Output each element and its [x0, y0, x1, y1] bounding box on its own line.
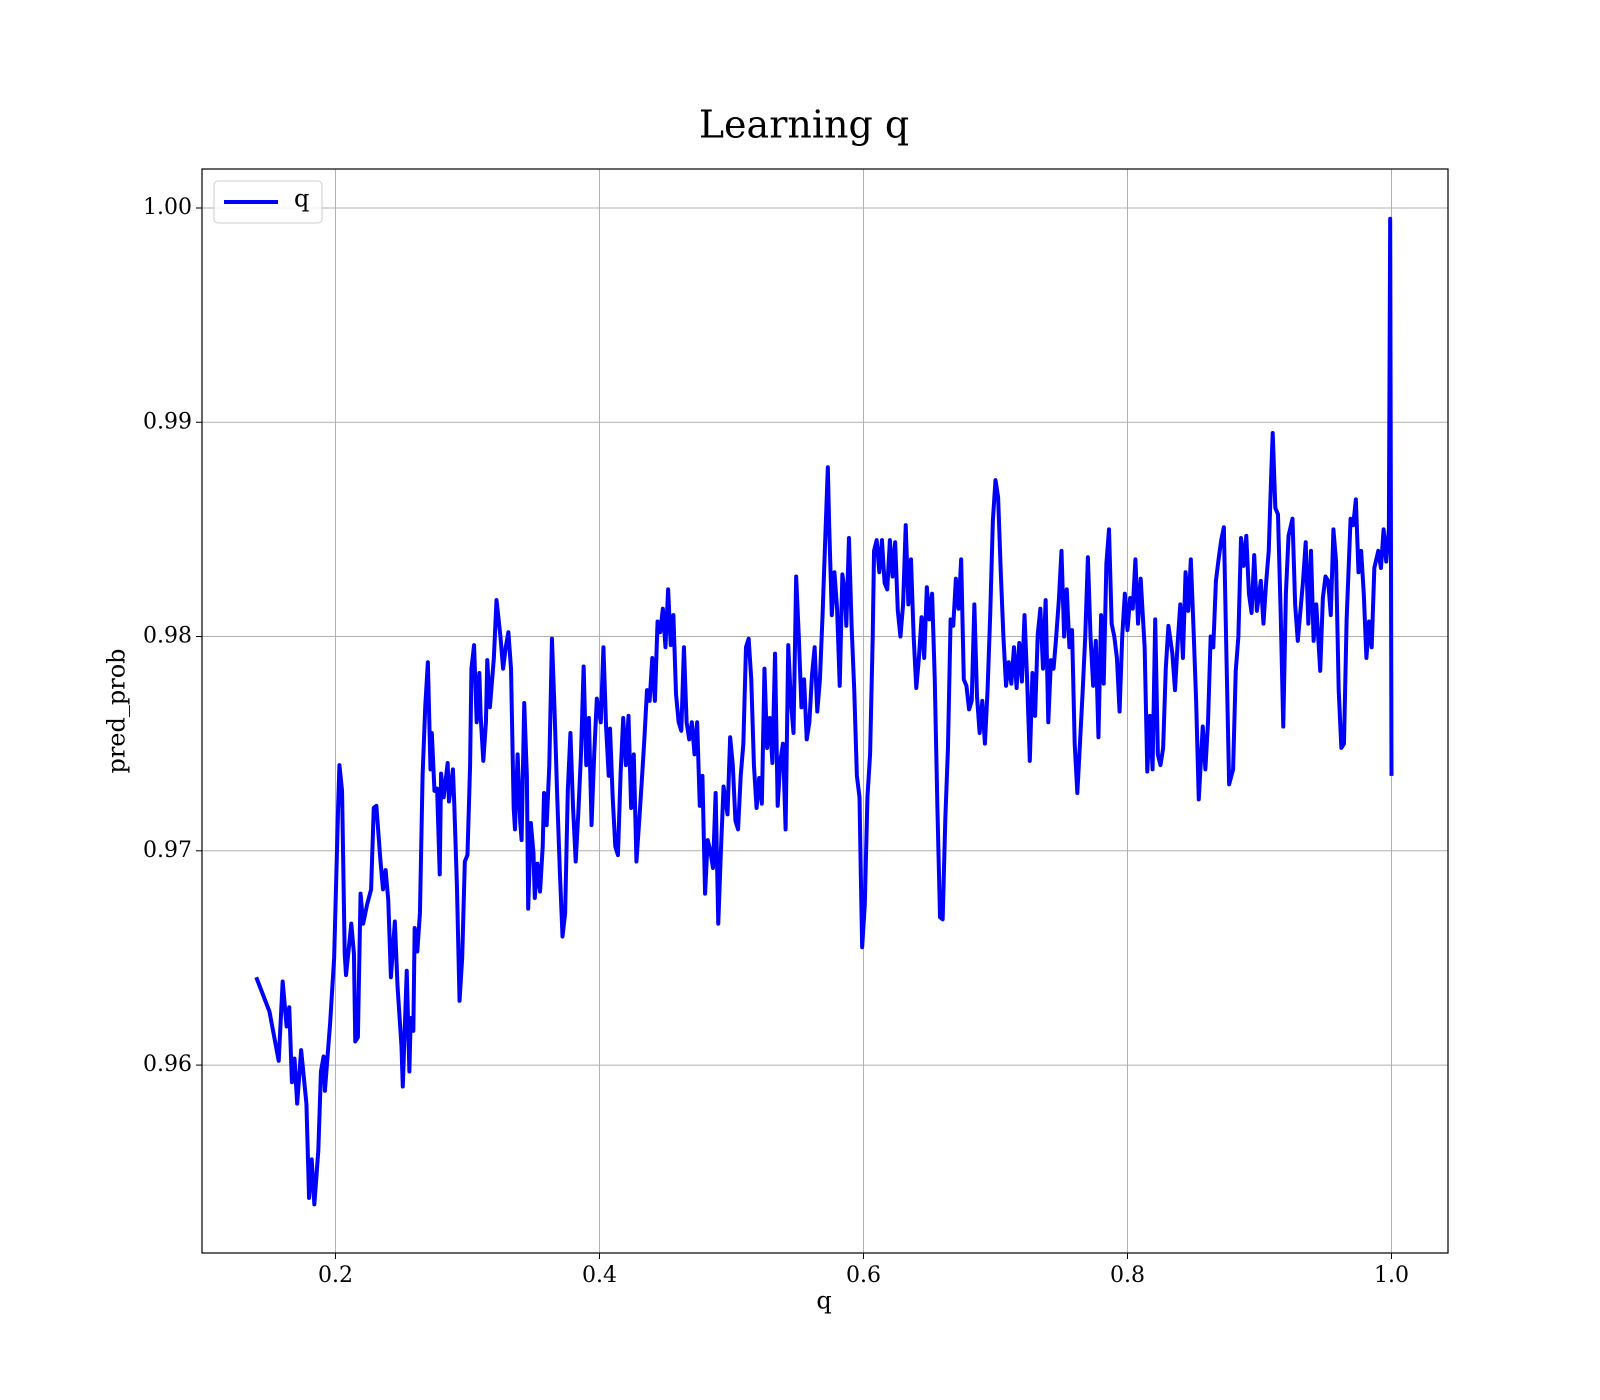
legend: q	[213, 180, 323, 224]
x-tick-label: 0.6	[846, 1263, 881, 1288]
y-tick-label: 0.98	[143, 624, 192, 649]
plot-frame	[201, 168, 1449, 1254]
x-tick-label: 0.4	[582, 1263, 617, 1288]
legend-label: q	[294, 185, 309, 213]
x-tick-label: 1.0	[1374, 1263, 1409, 1288]
x-tick-label: 0.2	[318, 1263, 353, 1288]
y-axis-label: pred_prob	[103, 648, 131, 773]
x-tick-label: 0.8	[1110, 1263, 1145, 1288]
data-line	[254, 216, 1394, 1207]
x-axis-label: q	[816, 1287, 831, 1315]
chart-title: Learning q	[699, 103, 909, 147]
y-tick-label: 1.00	[143, 195, 192, 220]
plot-area	[254, 216, 1394, 1207]
y-tick-label: 0.96	[143, 1052, 192, 1077]
y-tick-label: 0.97	[143, 838, 192, 863]
y-tick-label: 0.99	[143, 409, 192, 434]
